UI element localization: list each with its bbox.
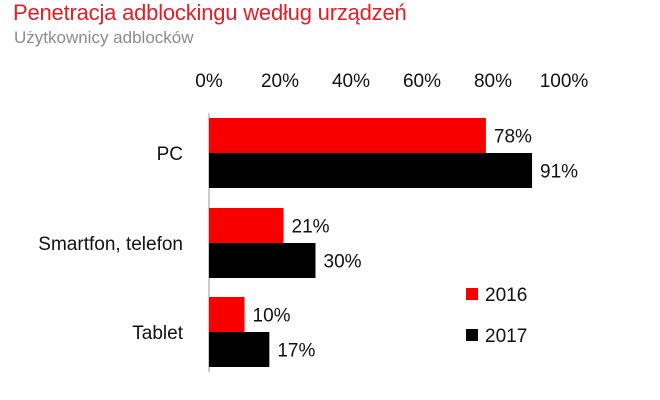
data-label: 21% (292, 217, 330, 238)
x-tick-label: 80% (474, 71, 512, 92)
bar-2016 (209, 118, 486, 153)
data-label: 17% (277, 341, 315, 362)
bar-2016 (209, 297, 245, 332)
x-tick-label: 0% (195, 71, 223, 92)
x-tick-label: 20% (261, 71, 299, 92)
bars (209, 118, 533, 367)
data-labels: 78% 21% 10% 91% 30% 17% (253, 127, 579, 362)
bar-2016 (209, 208, 284, 243)
x-tick-label: 40% (332, 71, 370, 92)
x-axis-ticks: 0% 20% 40% 60% 80% 100% (195, 71, 588, 92)
data-label: 91% (540, 162, 578, 183)
category-label: PC (157, 144, 183, 165)
legend-label: 2017 (485, 326, 527, 347)
data-label: 78% (494, 127, 532, 148)
bar-2017 (209, 153, 533, 188)
chart-subtitle: Użytkownicy adblocków (14, 28, 194, 47)
chart-title: Penetracja adblockingu według urządzeń (13, 0, 407, 25)
data-label: 10% (253, 306, 291, 327)
bar-2017 (209, 332, 270, 367)
category-label: Tablet (132, 323, 183, 344)
data-label: 30% (324, 252, 362, 273)
category-label: Smartfon, telefon (38, 234, 183, 255)
legend-swatch-2016 (466, 288, 478, 300)
legend-swatch-2017 (466, 329, 478, 341)
legend: 2016 2017 (466, 285, 527, 347)
x-tick-label: 60% (403, 71, 441, 92)
x-tick-label: 100% (540, 71, 589, 92)
legend-label: 2016 (485, 285, 527, 306)
bar-2017 (209, 243, 316, 278)
category-labels: PC Smartfon, telefon Tablet (38, 144, 183, 344)
